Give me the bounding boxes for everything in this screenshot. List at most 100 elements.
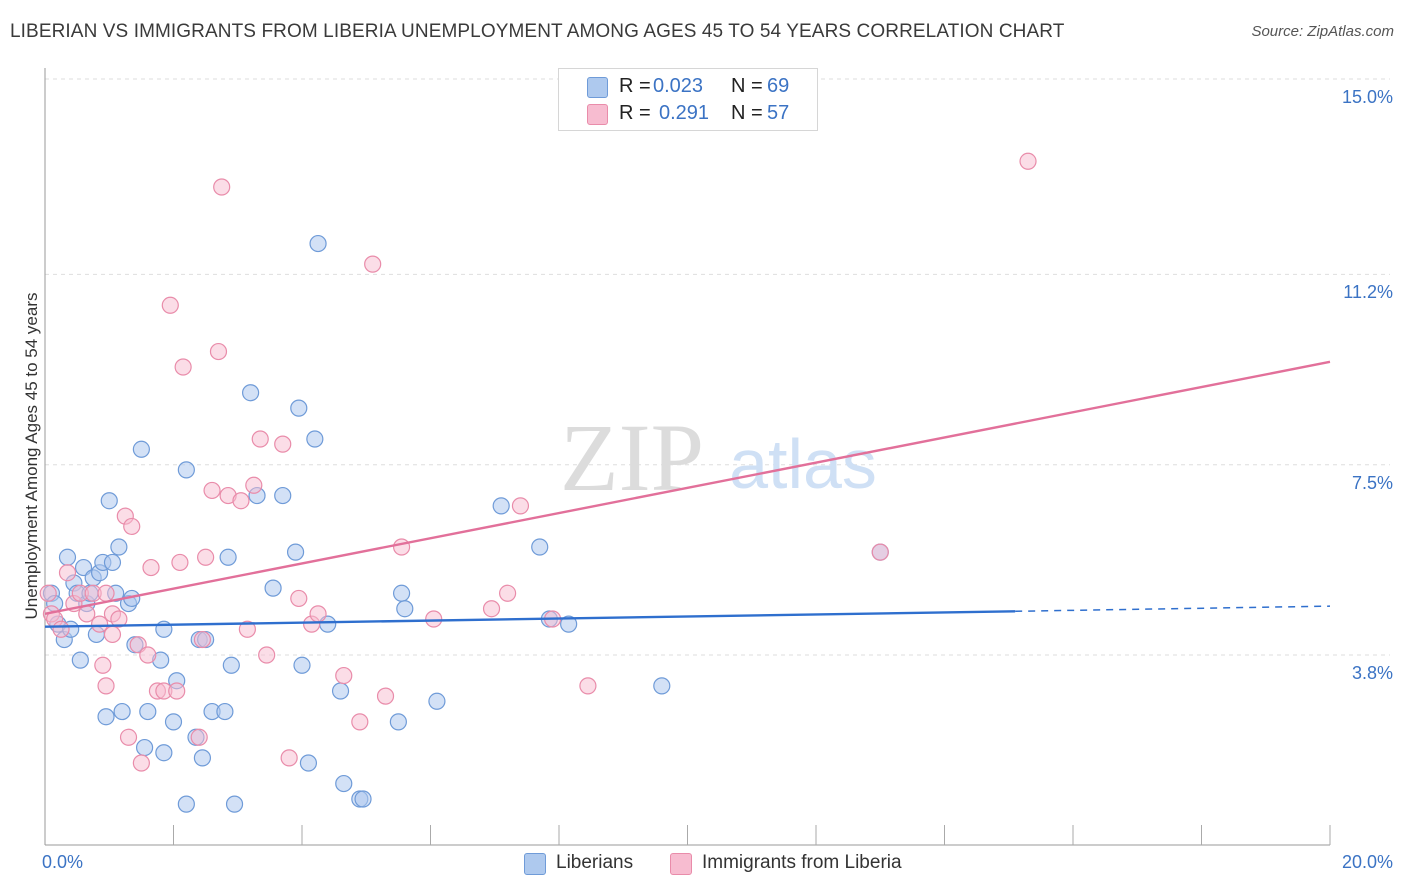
liberians-point (306, 430, 324, 448)
immigrants-point (335, 666, 353, 685)
immigrants-point (78, 605, 96, 623)
immigrants-point (132, 754, 150, 772)
legend-label: Liberians (556, 852, 634, 873)
immigrants-point (103, 625, 122, 644)
immigrants-point (425, 610, 443, 628)
immigrants-point (499, 584, 517, 602)
x-tick-label: 0.0% (42, 852, 84, 872)
liberians-point (97, 708, 115, 726)
immigrants-point (193, 630, 212, 649)
y-tick-label: 3.8% (1351, 663, 1393, 683)
immigrants-point (482, 600, 501, 618)
liberians-point (225, 795, 244, 813)
chart-title: LIBERIAN VS IMMIGRANTS FROM LIBERIA UNEM… (10, 21, 1065, 42)
immigrants-point (1019, 152, 1037, 170)
immigrants-point (376, 687, 395, 705)
liberians-point (264, 579, 282, 597)
n-value: 57 (767, 102, 790, 124)
grid-lines (45, 78, 1390, 656)
immigrants-point (280, 749, 298, 767)
immigrants-point (197, 548, 215, 566)
liberians-point (492, 497, 510, 515)
legend-swatch-pink (587, 104, 608, 125)
immigrants-point (58, 564, 77, 582)
legend-row-liberians: R = 0.023 N = 69 (587, 75, 807, 99)
liberians-point (396, 600, 414, 618)
r-label: R = (619, 102, 651, 124)
series-legend: Liberians Immigrants from Liberia (524, 852, 944, 876)
liberians-point (71, 651, 89, 669)
immigrants-point (232, 492, 250, 510)
liberians-point (155, 744, 173, 762)
liberians-point (392, 584, 411, 602)
immigrants-point (251, 430, 269, 448)
immigrants-point (309, 605, 327, 623)
liberians-point (216, 702, 234, 721)
immigrants-point (139, 646, 157, 664)
immigrants-point (110, 610, 128, 628)
immigrants-point (142, 558, 160, 577)
source-label: Source: ZipAtlas.com (1251, 23, 1394, 40)
legend-swatch-blue (524, 853, 546, 875)
liberians-point (293, 656, 311, 674)
axes (44, 68, 1331, 846)
immigrants-point (97, 677, 115, 695)
legend-swatch-pink (670, 853, 692, 875)
immigrants-point (245, 476, 263, 494)
immigrants-point (209, 342, 228, 361)
immigrants-point (171, 553, 189, 572)
r-value: 0.291 (659, 102, 710, 124)
r-value: 0.023 (653, 75, 704, 97)
trend-lines (44, 360, 1331, 628)
immigrants-point (392, 538, 411, 556)
n-value: 69 (767, 75, 790, 97)
liberians-point (193, 749, 212, 767)
r-label: R = (619, 75, 651, 97)
liberians-point (219, 548, 237, 566)
liberians-point (354, 790, 372, 808)
immigrants-point (119, 728, 138, 746)
immigrants-point (94, 656, 112, 674)
y-tick-label: 7.5% (1351, 472, 1393, 493)
liberians-point (177, 795, 195, 813)
immigrants-point (161, 296, 179, 314)
immigrants-point (203, 481, 221, 500)
liberians-point (531, 538, 549, 556)
liberians-point (58, 548, 77, 566)
liberians-point (309, 234, 327, 253)
immigrants-point (123, 517, 141, 536)
liberians-point (177, 461, 195, 479)
liberians-point (100, 492, 118, 510)
liberians-point (290, 399, 308, 417)
liberians-point (299, 754, 318, 772)
liberians-point (103, 553, 122, 572)
correlation-legend: R = 0.023 N = 69 R = 0.291 N = 57 (558, 68, 818, 131)
immigrants-point (351, 713, 369, 731)
legend-row-immigrants: R = 0.291 N = 57 (587, 102, 807, 126)
liberians-point (335, 774, 353, 793)
liberians-points (42, 234, 889, 813)
n-label: N = (731, 75, 763, 97)
liberians-point (428, 692, 446, 710)
immigrants-point (511, 497, 530, 515)
immigrants-point (190, 728, 208, 746)
immigrants-point (579, 677, 597, 695)
x-tick-label: 20.0% (1341, 852, 1393, 872)
liberians-trend-extension (1015, 605, 1331, 613)
liberians-point (135, 738, 154, 757)
liberians-point (242, 384, 260, 402)
watermark: ZIP atlas (560, 404, 877, 511)
immigrants-point (213, 178, 231, 196)
immigrants-point (91, 615, 109, 633)
immigrants-point (274, 435, 292, 453)
immigrants-point (364, 255, 382, 273)
immigrants-point (168, 682, 186, 700)
liberians-point (110, 538, 128, 556)
liberians-point (164, 713, 183, 731)
immigrants-point (97, 584, 115, 602)
immigrants-point (52, 620, 70, 638)
y-tick-label: 11.2% (1343, 282, 1393, 303)
legend-label: Immigrants from Liberia (702, 852, 902, 873)
immigrants-trend-line (44, 360, 1331, 616)
liberians-point (274, 486, 292, 505)
